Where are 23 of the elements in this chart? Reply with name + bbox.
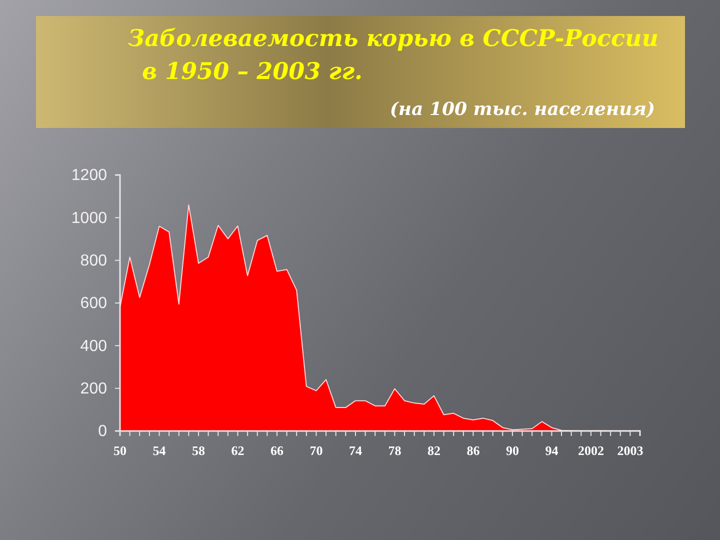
x-tick-label: 2002 [578, 443, 604, 458]
y-tick-label: 200 [80, 380, 108, 398]
y-tick-label: 0 [98, 423, 108, 440]
x-tick-label: 82 [427, 443, 440, 458]
x-tick-label: 70 [310, 443, 323, 458]
x-tick-label: 94 [545, 443, 559, 458]
x-tick-label: 74 [348, 443, 362, 458]
chart-title: Заболеваемость корью в СССР-России в 1950 – 2003 гг. [128, 25, 658, 85]
x-tick-label: 50 [114, 443, 126, 458]
x-tick-label: 78 [388, 443, 402, 458]
x-tick-label: 86 [466, 443, 480, 458]
y-tick-label: 400 [80, 338, 108, 355]
chart-subtitle: (на 100 тыс. населения) [390, 99, 655, 120]
x-tick-label: 62 [231, 443, 244, 458]
x-tick-label: 58 [192, 443, 206, 458]
y-tick-label: 1200 [71, 167, 108, 184]
x-tick-label: 54 [152, 443, 166, 458]
x-tick-label: 2003 [617, 443, 644, 458]
y-tick-label: 600 [80, 295, 108, 312]
x-tick-label: 90 [506, 443, 519, 458]
y-tick-label: 1000 [71, 210, 108, 227]
y-tick-label: 800 [80, 252, 108, 270]
x-tick-label: 66 [270, 443, 284, 458]
